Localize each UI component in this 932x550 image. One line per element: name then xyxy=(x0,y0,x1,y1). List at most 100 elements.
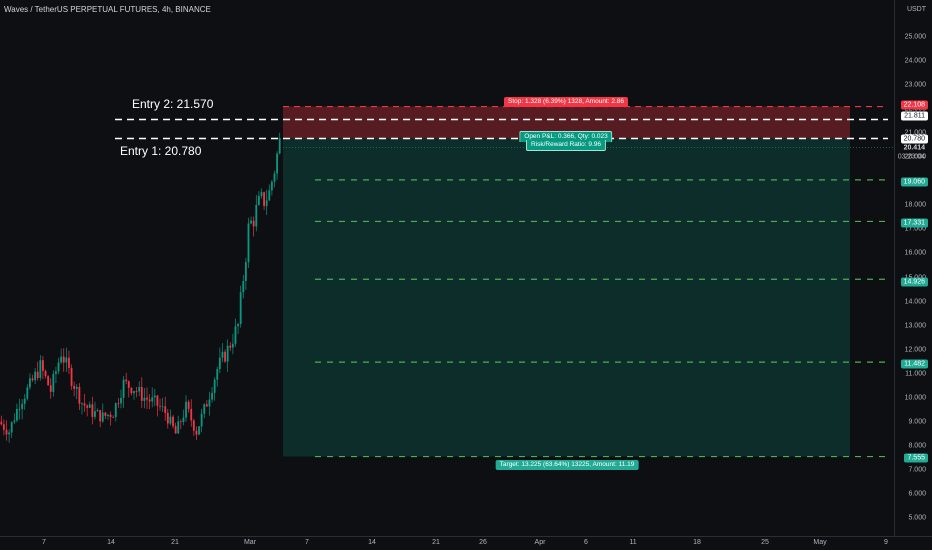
candle-body xyxy=(224,351,226,362)
candle-body xyxy=(21,403,24,409)
candle-body xyxy=(42,360,44,371)
time-tick: 21 xyxy=(171,539,179,546)
candle-body xyxy=(153,395,156,398)
candle-body xyxy=(221,351,224,358)
candle-body xyxy=(34,371,37,381)
candle-body xyxy=(55,371,57,374)
candle-body xyxy=(151,397,154,402)
candle-body xyxy=(257,195,260,205)
candle-body xyxy=(213,379,216,393)
candle-body xyxy=(156,395,159,406)
candle-body xyxy=(99,410,102,422)
currency-label: USDT xyxy=(906,6,926,13)
candle-body xyxy=(263,192,265,207)
candle-body xyxy=(104,412,107,416)
candle-body xyxy=(169,416,172,424)
candle-body xyxy=(195,430,198,435)
tp5-price-badge: 7.555 xyxy=(904,453,928,463)
candle-body xyxy=(29,378,31,388)
candle-body xyxy=(114,403,117,418)
candle-body xyxy=(31,378,34,381)
candle-body xyxy=(172,416,174,427)
candle-body xyxy=(140,386,143,401)
candle-body xyxy=(73,385,76,389)
candle-body xyxy=(192,420,195,431)
candle-body xyxy=(112,417,115,418)
candle-body xyxy=(146,397,148,400)
tp3-price-badge: 14.926 xyxy=(900,277,928,287)
price-tick: 21.000 xyxy=(904,129,926,137)
candle-body xyxy=(107,414,109,416)
time-tick: Apr xyxy=(534,539,546,546)
candle-body xyxy=(278,138,281,154)
time-tick: 7 xyxy=(305,539,309,546)
candle-body xyxy=(200,413,203,427)
candle-body xyxy=(60,356,63,363)
candle-body xyxy=(242,281,245,293)
candle-body xyxy=(52,373,55,392)
candle-body xyxy=(205,404,208,407)
candle-body xyxy=(268,190,271,201)
candle-body xyxy=(70,367,73,386)
symbol-title[interactable]: Waves / TetherUS PERPETUAL FUTURES, 4h, … xyxy=(4,5,211,14)
candle-body xyxy=(208,399,211,407)
candle-body xyxy=(273,173,276,182)
candle-body xyxy=(270,181,273,191)
candle-body xyxy=(88,404,91,408)
candle-body xyxy=(203,404,206,414)
candle-body xyxy=(265,200,268,207)
candle-body xyxy=(23,398,26,404)
candle-body xyxy=(16,408,18,421)
candle-body xyxy=(101,412,104,422)
time-axis[interactable]: 7 14 21 Mar 7 14 21 26 Apr 6 11 18 25 May 9 xyxy=(0,536,894,550)
candle-body xyxy=(8,432,11,435)
candle-body xyxy=(138,386,141,392)
candle-body xyxy=(78,387,81,404)
candle-body xyxy=(190,408,193,421)
time-tick: 7 xyxy=(42,539,46,546)
price-tick: 18.000 xyxy=(904,201,926,209)
candle-body xyxy=(109,414,112,418)
candle-body xyxy=(185,401,187,418)
candle-body xyxy=(0,421,3,425)
candle-body xyxy=(36,371,39,379)
candle-body xyxy=(133,391,135,394)
candle-body xyxy=(244,262,247,282)
price-tick: 20.000 xyxy=(904,153,926,161)
time-tick: 6 xyxy=(584,539,588,546)
time-tick: 14 xyxy=(107,539,115,546)
target-label[interactable]: Target: 13.225 (63.64%) 13225, Amount: 1… xyxy=(495,460,639,470)
candle-body xyxy=(229,345,232,348)
price-tick: 14.000 xyxy=(904,298,926,306)
price-tick: 13.000 xyxy=(904,322,926,330)
candle-body xyxy=(182,417,185,423)
candle-body xyxy=(68,357,70,368)
candle-body xyxy=(13,420,16,423)
candle-body xyxy=(75,387,78,389)
candle-body xyxy=(237,323,239,327)
open-pnl-label[interactable]: Open P&L: 0.366, Qty: 0.023 xyxy=(519,131,613,142)
time-tick: Mar xyxy=(243,539,257,546)
time-tick: 18 xyxy=(693,539,701,546)
price-tick: 8.000 xyxy=(908,442,926,450)
candle-body xyxy=(148,399,151,402)
price-tick: 23.000 xyxy=(904,81,926,89)
time-tick: 9 xyxy=(884,539,888,546)
candle-body xyxy=(159,405,161,407)
price-tick: 17.000 xyxy=(904,225,926,233)
candle-body xyxy=(125,379,128,382)
risk-reward-label[interactable]: Risk/Reward Ratio: 9.96 xyxy=(525,140,607,151)
candle-body xyxy=(198,426,200,435)
candle-body xyxy=(57,362,60,372)
time-tick: 25 xyxy=(761,539,769,546)
stop-label[interactable]: Stop: 1.328 (6.39%) 1328, Amount: 2.86 xyxy=(504,97,628,107)
time-tick: 11 xyxy=(629,539,637,546)
candle-body xyxy=(260,192,263,196)
candle-body xyxy=(47,376,50,386)
last-price-badge: 20.414 xyxy=(903,144,925,152)
candle-body xyxy=(135,391,138,392)
price-tick: 6.000 xyxy=(908,490,926,498)
